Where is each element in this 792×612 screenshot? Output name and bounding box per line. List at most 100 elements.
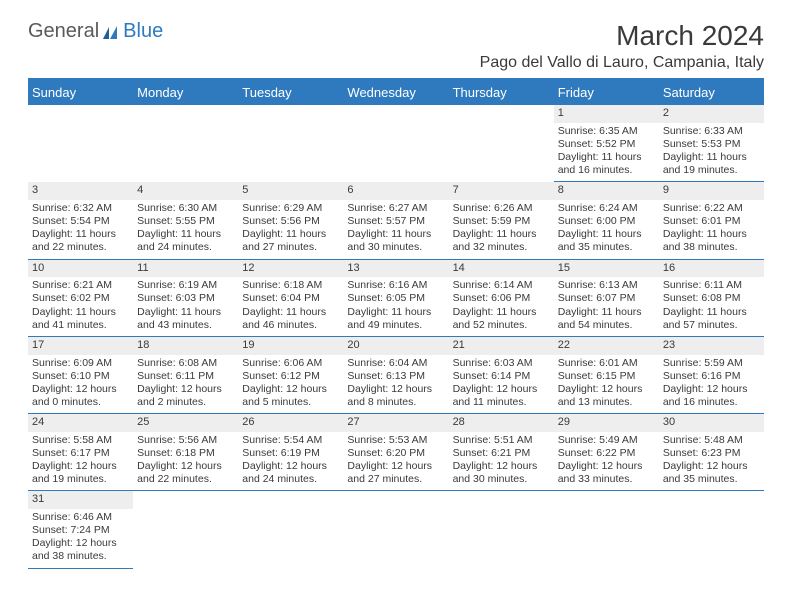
day-line: Sunrise: 6:04 AM xyxy=(347,357,444,370)
day-line: Sunrise: 6:01 AM xyxy=(558,357,655,370)
day-line: Sunrise: 6:29 AM xyxy=(242,202,339,215)
calendar-cell xyxy=(238,105,343,182)
day-details: Sunrise: 6:33 AMSunset: 5:53 PMDaylight:… xyxy=(659,123,764,182)
day-line: Daylight: 12 hours xyxy=(137,383,234,396)
day-number: 12 xyxy=(238,260,343,278)
day-line: Sunset: 6:08 PM xyxy=(663,292,760,305)
day-number: 11 xyxy=(133,260,238,278)
day-details: Sunrise: 6:29 AMSunset: 5:56 PMDaylight:… xyxy=(238,200,343,259)
calendar-cell: 7Sunrise: 6:26 AMSunset: 5:59 PMDaylight… xyxy=(449,182,554,259)
calendar-cell: 20Sunrise: 6:04 AMSunset: 6:13 PMDayligh… xyxy=(343,336,448,413)
day-line: Sunrise: 6:33 AM xyxy=(663,125,760,138)
day-details: Sunrise: 5:54 AMSunset: 6:19 PMDaylight:… xyxy=(238,432,343,491)
day-line: and 41 minutes. xyxy=(32,319,129,332)
day-details: Sunrise: 5:51 AMSunset: 6:21 PMDaylight:… xyxy=(449,432,554,491)
calendar-cell: 11Sunrise: 6:19 AMSunset: 6:03 PMDayligh… xyxy=(133,259,238,336)
day-line: and 52 minutes. xyxy=(453,319,550,332)
day-number: 16 xyxy=(659,260,764,278)
day-details: Sunrise: 6:18 AMSunset: 6:04 PMDaylight:… xyxy=(238,277,343,336)
day-line: Daylight: 11 hours xyxy=(347,306,444,319)
day-line: Sunrise: 6:19 AM xyxy=(137,279,234,292)
calendar-cell xyxy=(343,105,448,182)
calendar-cell: 5Sunrise: 6:29 AMSunset: 5:56 PMDaylight… xyxy=(238,182,343,259)
calendar-cell xyxy=(343,491,448,568)
day-line: and 30 minutes. xyxy=(347,241,444,254)
calendar-cell: 28Sunrise: 5:51 AMSunset: 6:21 PMDayligh… xyxy=(449,414,554,491)
day-line: Daylight: 11 hours xyxy=(242,228,339,241)
calendar-cell xyxy=(238,491,343,568)
day-line: Daylight: 12 hours xyxy=(32,383,129,396)
day-line: Sunset: 6:07 PM xyxy=(558,292,655,305)
day-line: Sunset: 5:55 PM xyxy=(137,215,234,228)
day-line: Sunset: 6:22 PM xyxy=(558,447,655,460)
day-line: Sunset: 5:59 PM xyxy=(453,215,550,228)
day-line: Sunrise: 6:27 AM xyxy=(347,202,444,215)
day-line: Sunrise: 5:58 AM xyxy=(32,434,129,447)
day-line: Sunset: 6:03 PM xyxy=(137,292,234,305)
day-details: Sunrise: 5:49 AMSunset: 6:22 PMDaylight:… xyxy=(554,432,659,491)
day-number: 27 xyxy=(343,414,448,432)
day-line: Sunset: 5:54 PM xyxy=(32,215,129,228)
day-line: and 46 minutes. xyxy=(242,319,339,332)
day-line: Sunset: 6:05 PM xyxy=(347,292,444,305)
day-line: and 19 minutes. xyxy=(32,473,129,486)
day-line: and 57 minutes. xyxy=(663,319,760,332)
day-details: Sunrise: 5:59 AMSunset: 6:16 PMDaylight:… xyxy=(659,355,764,414)
day-line: Daylight: 12 hours xyxy=(32,537,129,550)
day-details: Sunrise: 6:24 AMSunset: 6:00 PMDaylight:… xyxy=(554,200,659,259)
day-details: Sunrise: 6:30 AMSunset: 5:55 PMDaylight:… xyxy=(133,200,238,259)
day-line: Sunrise: 5:54 AM xyxy=(242,434,339,447)
day-line: Daylight: 12 hours xyxy=(453,460,550,473)
day-number: 4 xyxy=(133,182,238,200)
day-line: Daylight: 11 hours xyxy=(453,228,550,241)
day-line: Daylight: 11 hours xyxy=(137,228,234,241)
day-line: Daylight: 12 hours xyxy=(663,383,760,396)
day-line: Daylight: 11 hours xyxy=(347,228,444,241)
weekday-header: Tuesday xyxy=(238,79,343,105)
day-number: 14 xyxy=(449,260,554,278)
day-number: 8 xyxy=(554,182,659,200)
day-details: Sunrise: 6:09 AMSunset: 6:10 PMDaylight:… xyxy=(28,355,133,414)
day-number: 19 xyxy=(238,337,343,355)
day-line: and 2 minutes. xyxy=(137,396,234,409)
day-line: and 22 minutes. xyxy=(137,473,234,486)
day-line: Sunset: 6:04 PM xyxy=(242,292,339,305)
day-number: 24 xyxy=(28,414,133,432)
calendar-cell: 13Sunrise: 6:16 AMSunset: 6:05 PMDayligh… xyxy=(343,259,448,336)
day-line: Daylight: 12 hours xyxy=(558,460,655,473)
calendar-cell: 15Sunrise: 6:13 AMSunset: 6:07 PMDayligh… xyxy=(554,259,659,336)
calendar-cell: 1Sunrise: 6:35 AMSunset: 5:52 PMDaylight… xyxy=(554,105,659,182)
calendar-cell: 25Sunrise: 5:56 AMSunset: 6:18 PMDayligh… xyxy=(133,414,238,491)
day-line: Sunrise: 6:13 AM xyxy=(558,279,655,292)
day-number: 1 xyxy=(554,105,659,123)
day-details: Sunrise: 6:06 AMSunset: 6:12 PMDaylight:… xyxy=(238,355,343,414)
day-line: Sunset: 6:23 PM xyxy=(663,447,760,460)
day-number: 29 xyxy=(554,414,659,432)
calendar-cell: 31Sunrise: 6:46 AMSunset: 7:24 PMDayligh… xyxy=(28,491,133,568)
day-number: 15 xyxy=(554,260,659,278)
day-line: and 49 minutes. xyxy=(347,319,444,332)
day-line: Sunset: 5:56 PM xyxy=(242,215,339,228)
day-line: and 35 minutes. xyxy=(663,473,760,486)
calendar-cell: 2Sunrise: 6:33 AMSunset: 5:53 PMDaylight… xyxy=(659,105,764,182)
day-number: 10 xyxy=(28,260,133,278)
day-line: and 11 minutes. xyxy=(453,396,550,409)
day-number: 6 xyxy=(343,182,448,200)
calendar-cell xyxy=(133,491,238,568)
day-line: Sunrise: 6:16 AM xyxy=(347,279,444,292)
day-line: Sunset: 5:52 PM xyxy=(558,138,655,151)
day-details: Sunrise: 6:32 AMSunset: 5:54 PMDaylight:… xyxy=(28,200,133,259)
day-line: Daylight: 12 hours xyxy=(32,460,129,473)
day-line: Daylight: 11 hours xyxy=(558,306,655,319)
day-line: Daylight: 11 hours xyxy=(242,306,339,319)
day-line: Daylight: 12 hours xyxy=(453,383,550,396)
calendar-cell: 6Sunrise: 6:27 AMSunset: 5:57 PMDaylight… xyxy=(343,182,448,259)
calendar-cell: 22Sunrise: 6:01 AMSunset: 6:15 PMDayligh… xyxy=(554,336,659,413)
day-number: 20 xyxy=(343,337,448,355)
day-number: 7 xyxy=(449,182,554,200)
calendar-cell: 19Sunrise: 6:06 AMSunset: 6:12 PMDayligh… xyxy=(238,336,343,413)
day-details: Sunrise: 6:19 AMSunset: 6:03 PMDaylight:… xyxy=(133,277,238,336)
calendar-cell xyxy=(659,491,764,568)
day-line: Daylight: 11 hours xyxy=(558,151,655,164)
day-line: Daylight: 12 hours xyxy=(663,460,760,473)
